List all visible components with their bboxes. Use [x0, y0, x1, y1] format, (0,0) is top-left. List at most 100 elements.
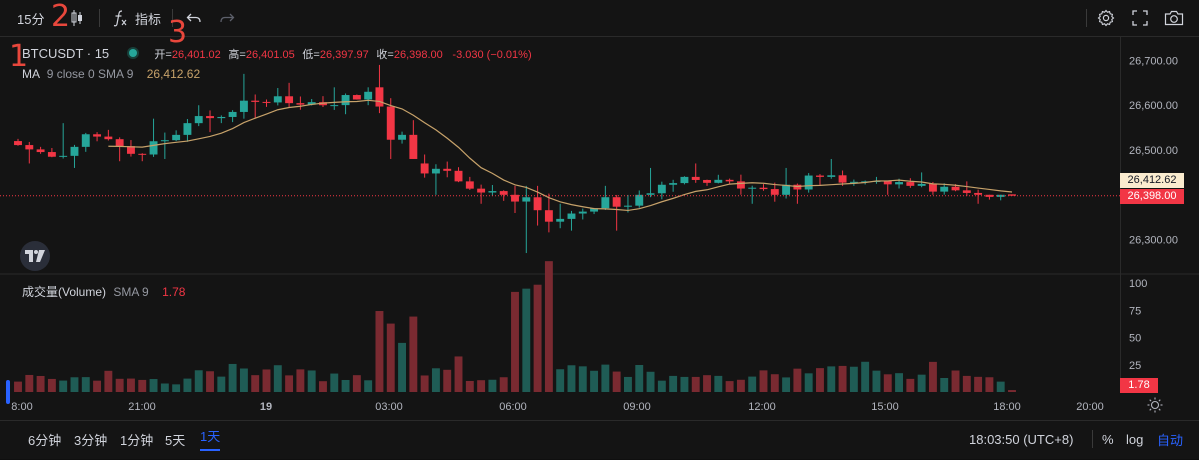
volume-bar [465, 380, 474, 392]
ma-price-tag: 26,412.62 [1120, 173, 1184, 188]
range-1m[interactable]: 1分钟 [120, 421, 153, 457]
undo-icon [186, 13, 201, 23]
clock[interactable]: 18:03:50 (UTC+8) [969, 421, 1073, 457]
camera-icon [1164, 10, 1184, 26]
undo-button[interactable] [186, 0, 202, 36]
candle-body [725, 179, 734, 182]
time-tick-label: 18:00 [993, 401, 1021, 413]
chart-type-button[interactable] [70, 0, 84, 36]
candle-body [104, 136, 113, 140]
volume-bar [985, 377, 994, 392]
log-toggle[interactable]: log [1126, 421, 1143, 457]
volume-bar [578, 366, 587, 392]
toolbar-divider [1086, 9, 1087, 27]
log-label: log [1126, 431, 1144, 447]
candle-body [330, 105, 339, 107]
volume-legend[interactable]: 成交量(Volume) SMA 9 1.78 [22, 283, 185, 300]
candle-body [906, 182, 915, 186]
candle-body [160, 140, 169, 142]
candle-body [149, 141, 158, 155]
range-1d-active[interactable]: 1天 [200, 421, 221, 451]
time-axis-scale: 8:00 21:00 19 03:00 06:00 09:00 12:00 15:00 18:0… [11, 397, 1163, 413]
candle-body [239, 100, 248, 112]
tv-logo[interactable] [20, 241, 50, 271]
volume-bar [352, 375, 361, 392]
percent-toggle[interactable]: % [1102, 421, 1114, 457]
volume-bar [183, 378, 192, 392]
volume-bar [669, 375, 678, 392]
candle-body [748, 187, 757, 189]
volume-bar [217, 376, 226, 392]
candle-body [556, 218, 565, 222]
candle-body [431, 168, 440, 174]
scroll-handle[interactable] [6, 380, 10, 404]
range-6m[interactable]: 6分钟 [28, 421, 61, 457]
toolbar-divider [99, 9, 100, 27]
candlestick-chart[interactable] [0, 37, 1120, 392]
range-5d[interactable]: 5天 [165, 421, 185, 457]
candle-body [816, 175, 824, 177]
bottom-toolbar: 6分钟 3分钟 1分钟 5天 1天 18:03:50 (UTC+8) % log… [0, 420, 1199, 460]
ma-params: 9 close 0 SMA 9 [46, 67, 134, 81]
volume-bar [533, 284, 542, 392]
volume-bar [680, 376, 689, 392]
candle-body [217, 116, 226, 119]
volume-bar [194, 370, 203, 392]
ma-legend[interactable]: MA 9 close 0 SMA 9 26,412.62 [22, 67, 200, 81]
snapshot-button[interactable] [1164, 0, 1184, 36]
fullscreen-icon [1132, 10, 1148, 26]
volume-bar [443, 369, 452, 392]
candle-body [127, 146, 135, 154]
indicators-button[interactable]: 指标 [112, 0, 161, 36]
volume-bar [59, 380, 68, 392]
toolbar-divider [1092, 430, 1093, 448]
candle-body [714, 179, 723, 183]
volume-bar [624, 376, 632, 392]
volume-bar [488, 379, 497, 392]
gear-icon [1097, 9, 1115, 27]
volume-bar [454, 356, 463, 392]
candle-body [14, 141, 22, 146]
symbol-title[interactable]: BTCUSDT · 15 [22, 46, 110, 61]
volume-params: SMA 9 [113, 285, 149, 299]
auto-toggle[interactable]: 自动 [1157, 421, 1183, 457]
sun-icon[interactable] [1147, 397, 1163, 413]
candle-body [386, 106, 395, 140]
candle-body [624, 205, 632, 207]
interval-button[interactable]: 15分 [17, 0, 44, 36]
candle-body [59, 155, 68, 157]
volume-bar [149, 379, 158, 392]
redo-button[interactable] [219, 0, 235, 36]
volume-bar [748, 376, 757, 392]
volume-bar [646, 371, 655, 392]
chart-canvas[interactable] [0, 37, 1120, 392]
candle-body [804, 175, 813, 190]
candle-body [703, 179, 711, 183]
volume-bar [872, 370, 881, 392]
candle-body [488, 191, 497, 193]
range-3m[interactable]: 3分钟 [74, 421, 107, 457]
volume-bar [974, 376, 983, 392]
candle-body [251, 100, 260, 102]
price-tick-label: 26,300.00 [1129, 235, 1178, 247]
volume-bar [138, 379, 147, 392]
candle-body [36, 149, 45, 153]
fullscreen-button[interactable] [1132, 0, 1148, 36]
candle-body [93, 134, 102, 137]
volume-bar [47, 378, 56, 392]
range-label: 1分钟 [120, 432, 154, 448]
time-axis[interactable]: 8:00 21:00 19 03:00 06:00 09:00 12:00 15:00 18:0… [0, 393, 1199, 419]
price-axis[interactable]: 26,700.00 26,600.00 26,500.00 26,300.00 100 7… [1120, 37, 1199, 392]
volume-bar [544, 261, 553, 392]
volume-bar [928, 361, 937, 392]
volume-bar [657, 380, 666, 392]
volume-bar [499, 377, 508, 392]
time-tick-label: 8:00 [11, 401, 32, 413]
candle-body [759, 187, 768, 190]
candle-body [273, 96, 282, 103]
volume-last-tag: 1.78 [1120, 378, 1158, 393]
candle-body [793, 184, 802, 190]
settings-button[interactable] [1097, 0, 1115, 36]
candle-body [465, 181, 474, 189]
